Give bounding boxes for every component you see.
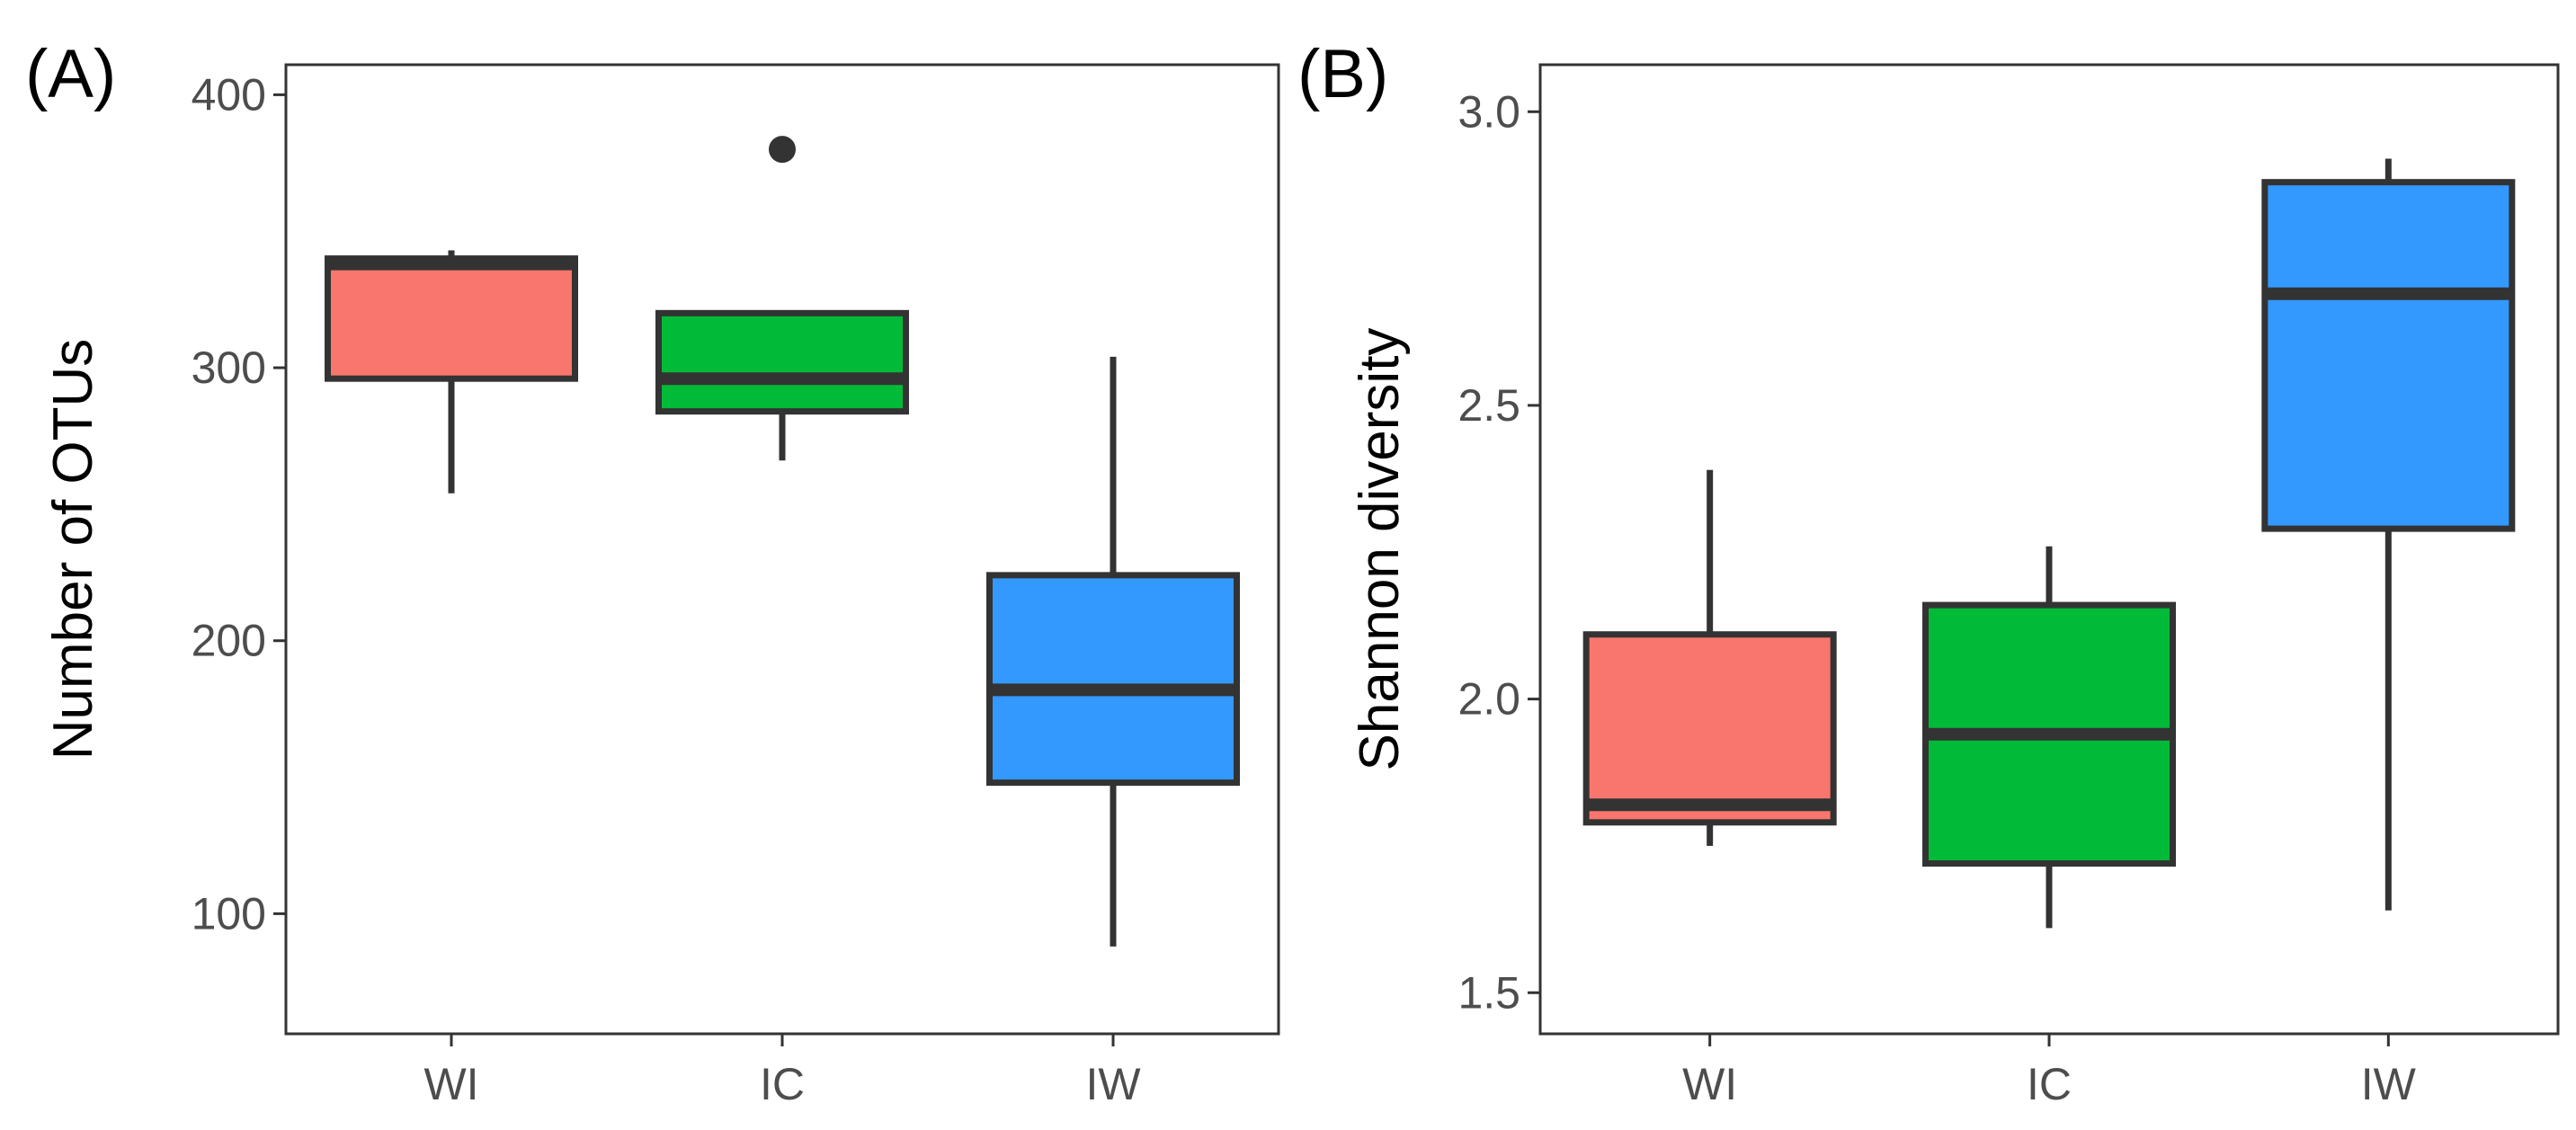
y-tick-label: 1.5 <box>1457 967 1520 1018</box>
y-tick-label: 100 <box>192 888 266 939</box>
y-tick-label: 300 <box>192 343 266 393</box>
panel-label: (B) <box>1297 36 1388 112</box>
box-body <box>986 572 1240 787</box>
x-tick-label: IW <box>2361 1059 2417 1109</box>
box-body <box>2261 179 2516 532</box>
y-tick-label: 2.5 <box>1457 380 1520 431</box>
y-tick-label: 3.0 <box>1457 86 1520 137</box>
y-tick-label: 400 <box>192 69 266 120</box>
y-tick-label: 2.0 <box>1457 674 1520 725</box>
box-wi <box>325 250 578 494</box>
panel-a: 100 200 300 400 WI IC IW Number of OTUs (A) <box>25 36 1280 1109</box>
outlier-point <box>769 136 796 164</box>
x-tick-label: IC <box>2027 1059 2072 1109</box>
box-iw <box>2261 158 2516 911</box>
y-axis-title: Number of OTUs <box>42 339 104 761</box>
box-body <box>325 255 578 382</box>
x-tick-label: WI <box>423 1059 478 1109</box>
box-body <box>1582 631 1837 826</box>
box-iw <box>986 356 1240 947</box>
y-tick-label: 200 <box>192 616 266 666</box>
box-body <box>655 309 909 415</box>
y-axis-title: Shannon diversity <box>1349 328 1411 771</box>
x-tick-label: IC <box>760 1059 805 1109</box>
x-tick-label: WI <box>1682 1059 1737 1109</box>
x-tick-label: IW <box>1085 1059 1141 1109</box>
box-ic <box>1922 546 2176 929</box>
panel-label: (A) <box>25 36 116 112</box>
plot-border <box>284 63 1280 1036</box>
box-ic <box>655 136 909 461</box>
panel-b: 1.5 2.0 2.5 3.0 WI IC IW Shannon diversity (B) <box>1297 36 2560 1109</box>
box-wi <box>1582 469 1837 846</box>
